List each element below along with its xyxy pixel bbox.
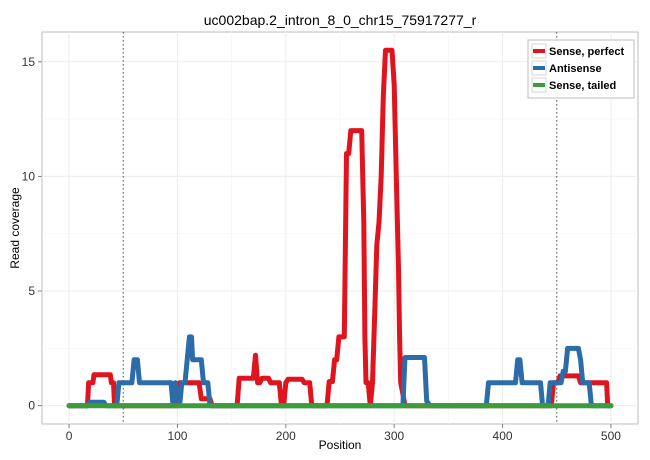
x-tick-label: 100 [167, 429, 187, 443]
chart-title: uc002bap.2_intron_8_0_chr15_75917277_r [204, 12, 477, 28]
legend-label: Sense, perfect [549, 46, 625, 58]
x-axis-ticks: 0 100 200 300 400 500 [66, 424, 621, 443]
legend: Sense, perfect Antisense Sense, tailed [527, 39, 635, 99]
x-tick-label: 500 [601, 429, 621, 443]
x-tick-label: 300 [384, 429, 404, 443]
y-tick-label: 5 [28, 284, 35, 298]
y-axis-ticks: 0 5 10 15 [22, 55, 42, 413]
y-tick-label: 10 [22, 169, 36, 183]
legend-label: Sense, tailed [549, 80, 616, 92]
x-tick-label: 0 [66, 429, 73, 443]
x-tick-label: 400 [493, 429, 513, 443]
y-tick-label: 15 [22, 55, 36, 69]
x-tick-label: 200 [276, 429, 296, 443]
series-layer [66, 47, 614, 409]
legend-label: Antisense [549, 63, 602, 75]
x-axis-title: Position [319, 438, 362, 452]
y-tick-label: 0 [28, 399, 35, 413]
y-axis-title: Read coverage [8, 187, 22, 269]
